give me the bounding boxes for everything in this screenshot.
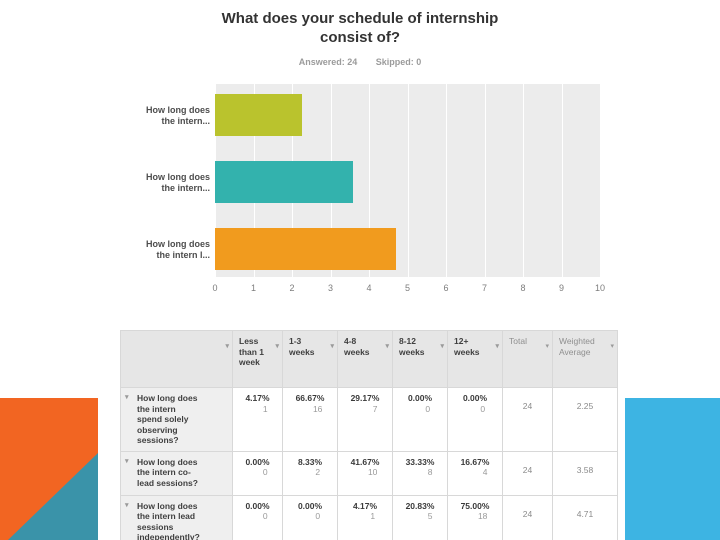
gridline: [446, 84, 447, 277]
skipped-count: Skipped: 0: [375, 57, 422, 67]
decorative-blue-block: [625, 398, 720, 540]
gridline: [484, 84, 486, 277]
response-stats: Answered: 24 Skipped: 0: [0, 57, 720, 67]
answer-cell: 33.33% 8: [392, 450, 448, 496]
answer-cell: 66.67% 16: [282, 387, 338, 452]
answer-cell: 16.67% 4: [447, 450, 503, 496]
total-cell: 24: [502, 450, 553, 496]
header-weighted-average: Weighted Average ▾: [552, 330, 618, 388]
x-tick: 6: [443, 283, 449, 293]
x-tick: 0: [212, 283, 218, 293]
x-tick: 8: [520, 283, 526, 293]
weighted-average-cell: 4.71: [552, 494, 618, 540]
bar-observing-sessions: [215, 94, 302, 136]
sort-caret-icon[interactable]: ▾: [495, 343, 499, 350]
answer-cell: 0.00% 0: [232, 494, 283, 540]
answer-cell: 8.33% 2: [282, 450, 338, 496]
sort-caret-icon[interactable]: ▾: [440, 343, 444, 350]
header-1-3-weeks: 1-3 weeks ▾: [282, 330, 338, 388]
answer-cell: 29.17% 7: [337, 387, 393, 452]
expand-caret-icon[interactable]: ▾: [125, 394, 129, 401]
x-tick: 4: [366, 283, 372, 293]
gridline: [561, 84, 563, 277]
answer-cell: 0.00% 0: [282, 494, 338, 540]
expand-caret-icon[interactable]: ▾: [125, 501, 129, 509]
answer-cell: 4.17% 1: [232, 387, 283, 452]
question-cell: ▾ How long does the intern spend solely …: [120, 387, 233, 452]
gridline: [369, 84, 370, 277]
category-label-observing: How long does the intern...: [146, 105, 210, 126]
x-tick: 3: [327, 283, 334, 293]
question-cell: ▾ How long does the intern co-lead sessi…: [120, 450, 233, 496]
header-question: ▾: [120, 330, 233, 388]
header-total: Total ▾: [502, 330, 553, 388]
category-label-lead: How long does the intern l...: [146, 239, 210, 260]
header-12-plus-weeks: 12+ weeks ▾: [447, 330, 503, 388]
answer-cell: 4.17% 1: [337, 494, 393, 540]
weighted-average-cell: 3.58: [552, 450, 618, 496]
answer-cell: 20.83% 5: [392, 494, 448, 540]
answer-cell: 41.67% 10: [337, 450, 393, 496]
page-title: What does your schedule of internship co…: [221, 10, 499, 46]
x-axis: 0 1 2 3 4 5 6 7 8 9 10: [212, 283, 605, 295]
answer-cell: 0.00% 0: [232, 450, 283, 496]
header-8-12-weeks: 8-12 weeks ▾: [392, 330, 448, 388]
answered-count: Answered: 24: [298, 57, 358, 67]
table-row: ▾ How long does the intern lead sessions…: [120, 494, 618, 540]
weighted-average-cell: 2.25: [552, 387, 618, 452]
bar-colead-sessions: [215, 161, 353, 203]
answer-cell: 0.00% 0: [392, 387, 448, 452]
header-less-than-1-week: Less than 1 week ▾: [232, 330, 283, 388]
x-tick: 9: [558, 283, 565, 293]
total-cell: 24: [502, 387, 553, 452]
header-4-8-weeks: 4-8 weeks ▾: [337, 330, 393, 388]
bar-chart-plot-area: [215, 84, 601, 277]
answer-cell: 0.00% 0: [447, 387, 503, 452]
sort-caret-icon[interactable]: ▾: [275, 343, 279, 350]
x-tick: 1: [250, 283, 257, 293]
sort-caret-icon[interactable]: ▾: [610, 343, 614, 350]
question-cell: ▾ How long does the intern lead sessions…: [120, 494, 233, 540]
table-row: ▾ How long does the intern spend solely …: [120, 387, 618, 452]
gridline: [523, 84, 524, 277]
category-label-colead: How long does the intern...: [146, 172, 210, 193]
x-tick: 10: [594, 283, 606, 293]
table-row: ▾ How long does the intern co-lead sessi…: [120, 450, 618, 496]
gridline: [600, 84, 601, 277]
x-tick: 2: [289, 283, 295, 293]
results-table: ▾ Less than 1 week ▾ 1-3 weeks ▾ 4-8 wee…: [120, 330, 618, 540]
sort-caret-icon[interactable]: ▾: [330, 343, 334, 350]
x-tick: 5: [404, 283, 411, 293]
total-cell: 24: [502, 494, 553, 540]
sort-caret-icon[interactable]: ▾: [385, 343, 389, 350]
sort-caret-icon[interactable]: ▾: [545, 343, 549, 350]
sort-caret-icon[interactable]: ▾: [225, 343, 229, 350]
x-tick: 7: [481, 283, 488, 293]
bar-lead-independently: [215, 228, 397, 270]
gridline: [407, 84, 409, 277]
expand-caret-icon[interactable]: ▾: [125, 457, 129, 465]
answer-cell: 75.00% 18: [447, 494, 503, 540]
